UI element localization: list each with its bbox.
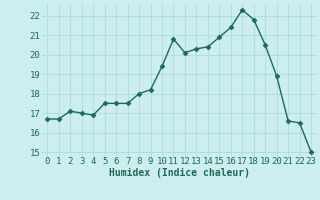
X-axis label: Humidex (Indice chaleur): Humidex (Indice chaleur) (109, 168, 250, 178)
